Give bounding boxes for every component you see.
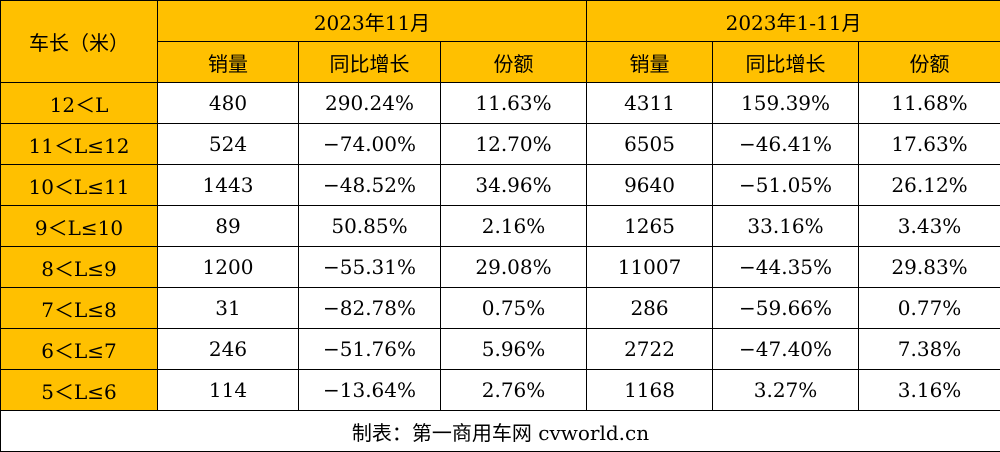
cell-month-yoy: −82.78% — [299, 288, 441, 329]
cell-ytd-share: 26.12% — [859, 165, 1000, 206]
cell-month-yoy: −74.00% — [299, 124, 441, 165]
group-header-month: 2023年11月 — [158, 1, 587, 42]
cell-month-yoy: −48.52% — [299, 165, 441, 206]
cell-month-share: 5.96% — [441, 329, 587, 370]
row-label: 12＜L — [1, 83, 158, 124]
cell-ytd-yoy: −46.41% — [713, 124, 859, 165]
subheader-share: 份额 — [441, 42, 587, 83]
cell-ytd-share: 3.16% — [859, 370, 1000, 411]
cell-month-yoy: 290.24% — [299, 83, 441, 124]
cell-month-yoy: −13.64% — [299, 370, 441, 411]
cell-month-sales: 1200 — [158, 247, 299, 288]
row-label: 6＜L≤7 — [1, 329, 158, 370]
cell-ytd-sales: 9640 — [587, 165, 713, 206]
cell-month-sales: 114 — [158, 370, 299, 411]
cell-month-sales: 524 — [158, 124, 299, 165]
cell-ytd-share: 29.83% — [859, 247, 1000, 288]
cell-ytd-sales: 4311 — [587, 83, 713, 124]
cell-ytd-share: 17.63% — [859, 124, 1000, 165]
cell-month-sales: 480 — [158, 83, 299, 124]
cell-ytd-sales: 11007 — [587, 247, 713, 288]
cell-ytd-share: 11.68% — [859, 83, 1000, 124]
cell-month-sales: 31 — [158, 288, 299, 329]
cell-ytd-yoy: 3.27% — [713, 370, 859, 411]
row-label: 10＜L≤11 — [1, 165, 158, 206]
row-label: 7＜L≤8 — [1, 288, 158, 329]
cell-ytd-sales: 6505 — [587, 124, 713, 165]
subheader-sales: 销量 — [158, 42, 299, 83]
subheader-sales: 销量 — [587, 42, 713, 83]
row-label: 8＜L≤9 — [1, 247, 158, 288]
cell-month-yoy: −51.76% — [299, 329, 441, 370]
cell-ytd-sales: 1168 — [587, 370, 713, 411]
group-header-ytd: 2023年1-11月 — [587, 1, 1000, 42]
row-label: 11＜L≤12 — [1, 124, 158, 165]
cell-month-share: 11.63% — [441, 83, 587, 124]
table-footer-source: 制表：第一商用车网 cvworld.cn — [1, 411, 1000, 452]
cell-ytd-yoy: −51.05% — [713, 165, 859, 206]
subheader-yoy: 同比增长 — [299, 42, 441, 83]
row-label: 9＜L≤10 — [1, 206, 158, 247]
cell-month-share: 2.76% — [441, 370, 587, 411]
row-label: 5＜L≤6 — [1, 370, 158, 411]
cell-month-share: 2.16% — [441, 206, 587, 247]
cell-ytd-share: 0.77% — [859, 288, 1000, 329]
cell-month-share: 0.75% — [441, 288, 587, 329]
cell-ytd-sales: 1265 — [587, 206, 713, 247]
cell-ytd-yoy: −47.40% — [713, 329, 859, 370]
cell-month-sales: 246 — [158, 329, 299, 370]
cell-ytd-sales: 286 — [587, 288, 713, 329]
cell-ytd-yoy: −44.35% — [713, 247, 859, 288]
cell-ytd-share: 7.38% — [859, 329, 1000, 370]
cell-month-yoy: −55.31% — [299, 247, 441, 288]
cell-month-share: 34.96% — [441, 165, 587, 206]
row-header-label: 车长（米） — [1, 1, 158, 83]
subheader-share: 份额 — [859, 42, 1000, 83]
cell-month-sales: 1443 — [158, 165, 299, 206]
cell-month-share: 29.08% — [441, 247, 587, 288]
cell-ytd-sales: 2722 — [587, 329, 713, 370]
cell-month-yoy: 50.85% — [299, 206, 441, 247]
cell-month-sales: 89 — [158, 206, 299, 247]
subheader-yoy: 同比增长 — [713, 42, 859, 83]
cell-ytd-share: 3.43% — [859, 206, 1000, 247]
cell-ytd-yoy: −59.66% — [713, 288, 859, 329]
cell-ytd-yoy: 33.16% — [713, 206, 859, 247]
cell-ytd-yoy: 159.39% — [713, 83, 859, 124]
cell-month-share: 12.70% — [441, 124, 587, 165]
